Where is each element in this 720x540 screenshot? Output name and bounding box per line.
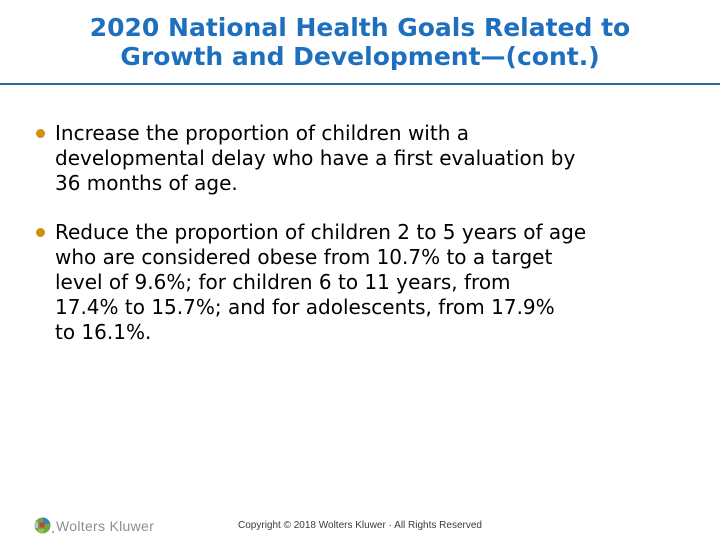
title-divider xyxy=(0,83,720,85)
slide-body: Increase the proportion of children with… xyxy=(0,85,720,345)
logo-dot xyxy=(52,531,54,533)
brand-name: Wolters Kluwer xyxy=(56,517,155,534)
bullet-dot-icon xyxy=(36,228,45,237)
slide-title-line2: Growth and Development—(cont.) xyxy=(120,42,600,71)
footer-brand: Wolters Kluwer xyxy=(34,517,154,534)
bullet-line: developmental delay who have a first eva… xyxy=(55,146,576,170)
bullet-line: Increase the proportion of children with… xyxy=(55,121,469,145)
slide-title: 2020 National Health Goals Related to Gr… xyxy=(0,0,720,71)
bullet-line: 36 months of age. xyxy=(55,171,238,195)
bullet-text: Reduce the proportion of children 2 to 5… xyxy=(55,220,586,345)
bullet-line: Reduce the proportion of children 2 to 5… xyxy=(55,220,587,244)
bullet-dot-icon xyxy=(36,129,45,138)
bullet-line: who are considered obese from 10.7% to a… xyxy=(55,245,553,269)
bullet-line: to 16.1%. xyxy=(55,320,152,344)
bullet-text: Increase the proportion of children with… xyxy=(55,121,575,196)
bullet-item: Reduce the proportion of children 2 to 5… xyxy=(36,220,700,345)
bullet-line: level of 9.6%; for children 6 to 11 year… xyxy=(55,270,511,294)
copyright-text: Copyright © 2018 Wolters Kluwer · All Ri… xyxy=(238,520,482,531)
bullet-line: 17.4% to 15.7%; and for adolescents, fro… xyxy=(55,295,555,319)
bullet-item: Increase the proportion of children with… xyxy=(36,121,700,196)
wolters-kluwer-globe-icon xyxy=(34,517,54,534)
slide-title-line1: 2020 National Health Goals Related to xyxy=(89,13,631,42)
